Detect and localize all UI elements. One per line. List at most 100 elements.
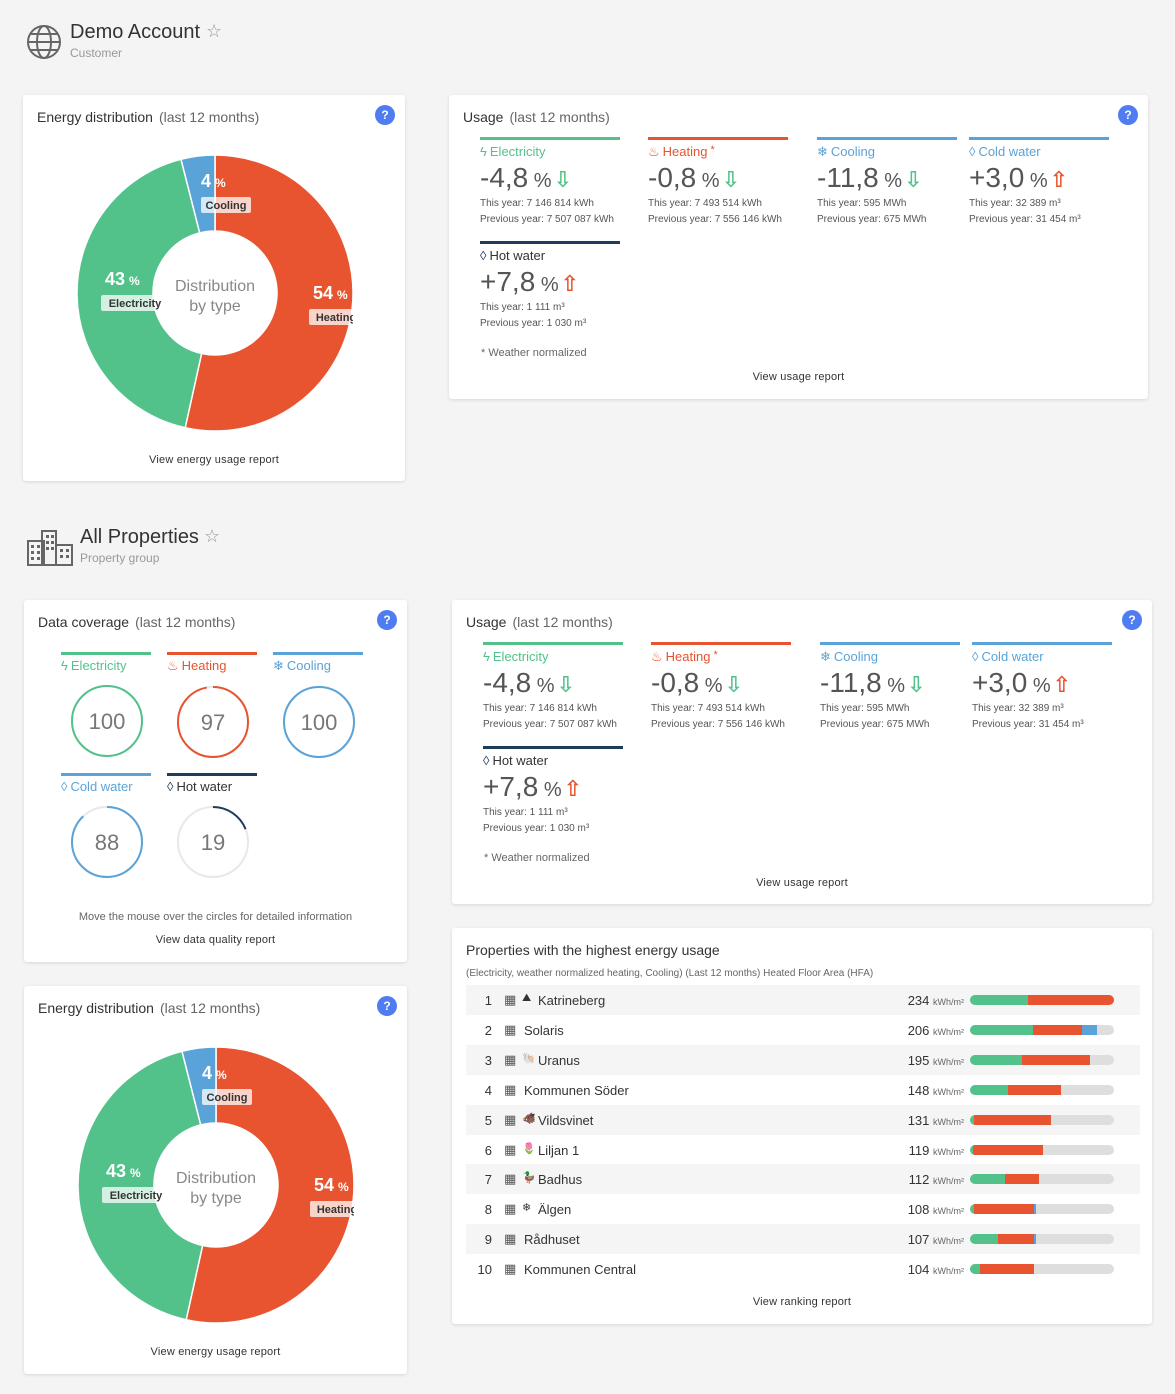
- donut-slice-heating[interactable]: [185, 1047, 354, 1323]
- metric-previous-year: Previous year: 31 454 m³: [969, 214, 1081, 225]
- metric-previous-year: Previous year: 7 556 146 kWh: [651, 719, 785, 730]
- coverage-ring[interactable]: 100: [67, 681, 147, 761]
- slice-percent-electricity: 43%: [105, 269, 140, 289]
- usage-bar-track: [970, 1234, 1114, 1245]
- metric-label: ◊ Hot water: [483, 753, 549, 768]
- view-usage-report-link[interactable]: View usage report: [756, 877, 848, 889]
- metric-change-value: -0,8 %⇩: [651, 667, 744, 698]
- usage-metric-heating[interactable]: ♨ Heating * -0,8 %⇩ This year: 7 493 514 kW…: [651, 642, 791, 733]
- usage-bar-heating: [973, 1144, 1044, 1155]
- usage-metric-hot_water[interactable]: ◊ Hot water +7,8 %⇧ This year: 1 111 m³ Prev…: [483, 746, 623, 837]
- ranking-row[interactable]: 7 ▦ 🦆 Badhus 112 kWh/m²: [466, 1164, 1140, 1195]
- coverage-ring[interactable]: 100: [279, 682, 359, 762]
- donut-slice-cooling[interactable]: [181, 1047, 217, 1126]
- metric-label: ϟ Electricity: [480, 144, 546, 159]
- building-icon: ▦: [504, 1141, 517, 1157]
- slice-label-bg: [202, 1089, 252, 1105]
- slice-name-heating: Heating: [317, 1204, 354, 1216]
- property-usage-value: 104 kWh/m²: [907, 1262, 964, 1278]
- ranking-row[interactable]: 5 ▦ 🐗 Vildsvinet 131 kWh/m²: [466, 1104, 1140, 1135]
- donut-slice-heating[interactable]: [184, 155, 353, 431]
- help-icon[interactable]: ?: [377, 996, 397, 1016]
- property-name[interactable]: Badhus: [538, 1172, 583, 1188]
- property-name[interactable]: Uranus: [538, 1052, 580, 1068]
- coverage-hot_water[interactable]: ◊ Hot water 19: [167, 773, 257, 882]
- donut-slice-electricity[interactable]: [78, 1050, 204, 1321]
- ranking-position: 9: [484, 1232, 492, 1248]
- property-name[interactable]: Kommunen Söder: [524, 1082, 629, 1098]
- arrow-down-icon: ⇩: [724, 672, 744, 697]
- usage-metric-cold_water[interactable]: ◊ Cold water +3,0 %⇧ This year: 32 389 m³ Pr…: [969, 137, 1109, 228]
- usage-bar-electricity: [970, 1084, 1009, 1095]
- slice-name-electricity: Electricity: [109, 298, 162, 310]
- usage-metric-heating[interactable]: ♨ Heating * -0,8 %⇩ This year: 7 493 514 kW…: [648, 137, 788, 228]
- slice-percent-cooling: 4%: [201, 171, 226, 191]
- coverage-cold_water[interactable]: ◊ Cold water 88: [61, 773, 151, 882]
- metric-change-value: -4,8 %⇩: [480, 162, 573, 193]
- ranking-row[interactable]: 9 ▦ Rådhuset 107 kWh/m²: [466, 1224, 1140, 1255]
- arrow-up-icon: ⇧: [563, 776, 583, 801]
- usage-bar-heating: [1032, 1024, 1082, 1035]
- ranking-row[interactable]: 6 ▦ 🌷 Liljan 1 119 kWh/m²: [466, 1135, 1140, 1165]
- coverage-electricity[interactable]: ϟ Electricity 100: [61, 652, 151, 761]
- favorite-star-icon[interactable]: ☆: [206, 21, 223, 41]
- view-energy-usage-report-link[interactable]: View energy usage report: [150, 1346, 281, 1358]
- usage-bar-heating: [1027, 995, 1114, 1005]
- coverage-ring[interactable]: 97: [173, 682, 253, 762]
- slice-name-heating: Heating: [316, 312, 353, 324]
- usage-metric-electricity[interactable]: ϟ Electricity -4,8 %⇩ This year: 7 146 814 …: [480, 137, 620, 228]
- usage-bar-electricity: [970, 1174, 1006, 1185]
- slice-label-bg: [102, 1187, 170, 1203]
- property-name[interactable]: Älgen: [538, 1202, 572, 1218]
- coverage-ring[interactable]: 19: [173, 802, 253, 882]
- coverage-cooling[interactable]: ❄ Cooling 100: [273, 652, 363, 762]
- coverage-value: 97: [201, 710, 225, 735]
- metric-this-year: This year: 7 146 814 kWh: [480, 198, 594, 209]
- metric-change-value: +7,8 %⇧: [483, 771, 583, 802]
- ranking-row[interactable]: 4 ▦ Kommunen Söder 148 kWh/m²: [466, 1075, 1140, 1105]
- property-name[interactable]: Rådhuset: [524, 1232, 580, 1248]
- property-group-subtitle: Property group: [80, 551, 160, 565]
- metric-this-year: This year: 1 111 m³: [480, 302, 565, 313]
- metric-color-bar: [483, 746, 623, 749]
- property-name[interactable]: Katrineberg: [538, 993, 606, 1008]
- ranking-row[interactable]: 8 ▦ ❄ Älgen 108 kWh/m²: [466, 1194, 1140, 1224]
- metric-previous-year: Previous year: 7 556 146 kWh: [648, 214, 782, 225]
- slice-name-cooling: Cooling: [207, 1092, 248, 1104]
- usage-metric-electricity[interactable]: ϟ Electricity -4,8 %⇩ This year: 7 146 814 …: [483, 642, 623, 733]
- coverage-ring-progress: [177, 686, 249, 758]
- usage-metric-cooling[interactable]: ❄ Cooling -11,8 %⇩ This year: 595 MWh Previo…: [820, 642, 960, 733]
- donut-slice-electricity[interactable]: [77, 158, 203, 429]
- usage-bar-heating: [1005, 1174, 1039, 1185]
- slice-percent-heating: 54%: [313, 283, 348, 303]
- usage-metric-cooling[interactable]: ❄ Cooling -11,8 %⇩ This year: 595 MWh Previo…: [817, 137, 957, 228]
- usage-card: Usage (last 12 months) ? ϟ Electricity -4,8…: [449, 95, 1148, 399]
- property-name[interactable]: Vildsvinet: [538, 1112, 594, 1128]
- help-icon[interactable]: ?: [1122, 610, 1142, 630]
- usage-metric-hot_water[interactable]: ◊ Hot water +7,8 %⇧ This year: 1 111 m³ Prev…: [480, 241, 620, 332]
- favorite-star-icon[interactable]: ☆: [204, 526, 221, 546]
- ranking-row[interactable]: 1 ▦ ⛰ Katrineberg 234 kWh/m²: [466, 985, 1140, 1015]
- coverage-ring[interactable]: 88: [67, 802, 147, 882]
- help-icon[interactable]: ?: [377, 610, 397, 630]
- property-name[interactable]: Liljan 1: [538, 1142, 580, 1158]
- view-data-quality-report-link[interactable]: View data quality report: [155, 934, 276, 946]
- ranking-row[interactable]: 2 ▦ Solaris 206 kWh/m²: [466, 1015, 1140, 1045]
- donut-slice-cooling[interactable]: [180, 155, 216, 234]
- arrow-up-icon: ⇧: [560, 271, 580, 296]
- view-ranking-report-link[interactable]: View ranking report: [752, 1296, 852, 1308]
- arrow-down-icon: ⇩: [907, 672, 926, 697]
- usage-bar-cooling: [1082, 1024, 1097, 1035]
- usage-bar-electricity: [970, 1204, 974, 1215]
- metric-this-year: This year: 1 111 m³: [483, 807, 568, 818]
- view-usage-report-link[interactable]: View usage report: [752, 371, 845, 383]
- property-name[interactable]: Solaris: [524, 1022, 564, 1038]
- help-icon[interactable]: ?: [375, 105, 395, 125]
- coverage-heating[interactable]: ♨ Heating 97: [167, 652, 257, 762]
- property-name[interactable]: Kommunen Central: [524, 1262, 636, 1278]
- view-energy-usage-report-link[interactable]: View energy usage report: [149, 454, 279, 466]
- usage-metric-cold_water[interactable]: ◊ Cold water +3,0 %⇧ This year: 32 389 m³ Pr…: [972, 642, 1112, 733]
- help-icon[interactable]: ?: [1118, 105, 1138, 125]
- ranking-row[interactable]: 10 ▦ Kommunen Central 104 kWh/m²: [466, 1254, 1140, 1284]
- ranking-row[interactable]: 3 ▦ 🐚 Uranus 195 kWh/m²: [466, 1044, 1140, 1075]
